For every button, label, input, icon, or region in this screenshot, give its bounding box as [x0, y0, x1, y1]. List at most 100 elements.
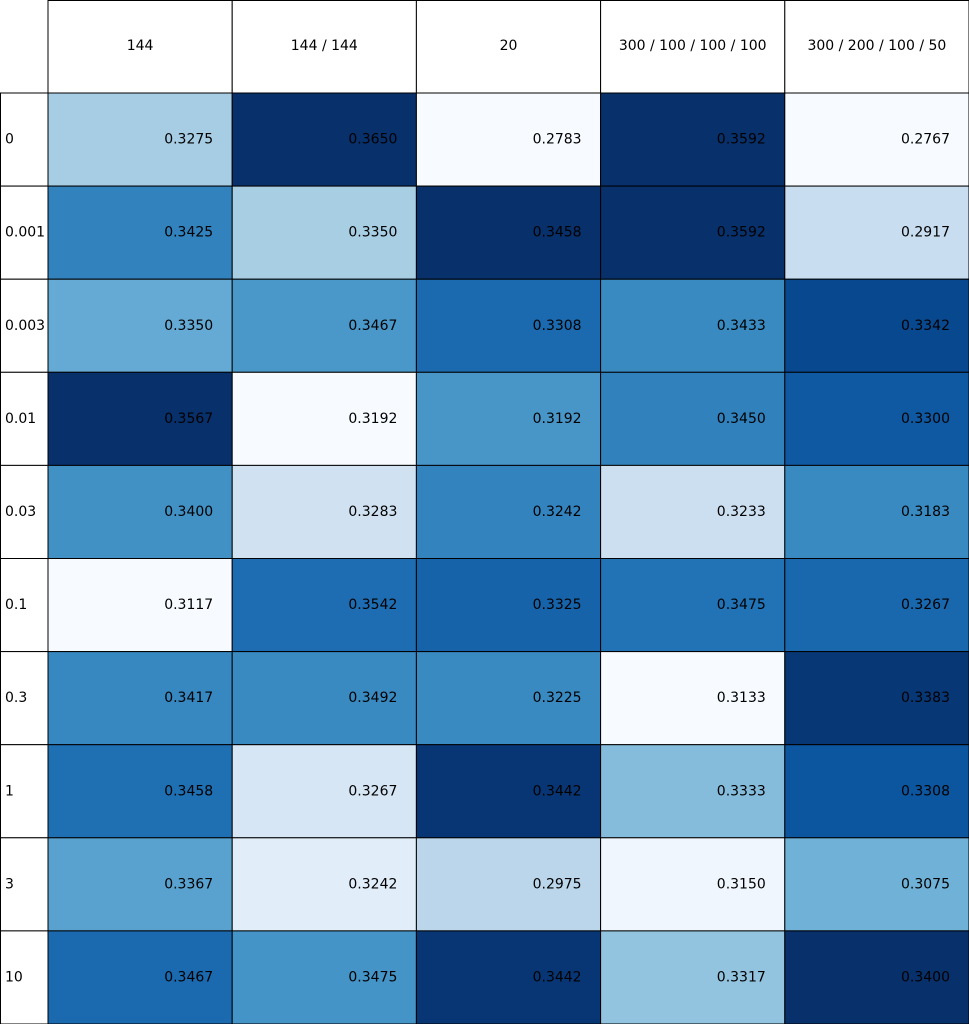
heatmap-cell [47, 558, 233, 653]
cell-value-label: 0.3242 [348, 876, 397, 892]
cell-value-label: 0.3383 [901, 690, 950, 706]
row-header-cell [0, 930, 49, 1024]
row-header-label: 0.001 [5, 225, 45, 241]
heatmap-cell [784, 464, 969, 559]
cell-value-label: 0.3592 [717, 132, 766, 148]
cell-value-label: 0.3350 [348, 225, 397, 241]
row-header-cell [0, 837, 49, 932]
row-header-label: 1 [5, 783, 14, 799]
cell-value-label: 0.3317 [717, 969, 766, 985]
cell-value-label: 0.3342 [901, 318, 950, 334]
heatmap-cell [415, 371, 602, 466]
row-header-cell [0, 744, 49, 839]
heatmap-cell [415, 651, 602, 746]
row-header-label: 0.3 [5, 690, 27, 706]
heatmap-cell [231, 185, 417, 280]
cell-value-label: 0.3075 [901, 876, 950, 892]
cell-value-label: 0.3592 [717, 225, 766, 241]
column-header-label: 144 / 144 [291, 38, 358, 54]
row-header-label: 0.03 [5, 504, 36, 520]
cell-value-label: 0.3225 [533, 690, 582, 706]
heatmap-cell [231, 837, 417, 932]
row-header-cell [0, 651, 49, 746]
heatmap-cell [231, 744, 417, 839]
column-header-cell [231, 0, 417, 94]
heatmap-cell [784, 837, 969, 932]
cell-value-label: 0.3333 [717, 783, 766, 799]
heatmap-cell [47, 930, 233, 1024]
row-header-label: 0.1 [5, 597, 27, 613]
row-header-cell [0, 92, 49, 187]
cell-value-label: 0.2767 [901, 132, 950, 148]
heatmap-cell [415, 185, 602, 280]
cell-value-label: 0.2783 [533, 132, 582, 148]
cell-value-label: 0.3425 [164, 225, 213, 241]
cell-value-label: 0.3433 [717, 318, 766, 334]
cell-value-label: 0.3400 [901, 969, 950, 985]
cell-value-label: 0.3567 [164, 411, 213, 427]
cell-value-label: 0.3458 [533, 225, 582, 241]
cell-value-label: 0.3417 [164, 690, 213, 706]
cell-value-label: 0.3183 [901, 504, 950, 520]
heatmap-cell [600, 930, 786, 1024]
cell-value-label: 0.3475 [348, 969, 397, 985]
heatmap-cell [415, 744, 602, 839]
cell-value-label: 0.3192 [533, 411, 582, 427]
heatmap-cell [784, 278, 969, 373]
heatmap-cell [231, 278, 417, 373]
cell-value-label: 0.3300 [901, 411, 950, 427]
heatmap-cell [600, 185, 786, 280]
heatmap-cell [47, 185, 233, 280]
column-header-label: 300 / 200 / 100 / 50 [807, 38, 946, 54]
row-header-cell [0, 185, 49, 280]
row-header-cell [0, 558, 49, 653]
cell-value-label: 0.3650 [348, 132, 397, 148]
cell-value-label: 0.3367 [164, 876, 213, 892]
cell-value-label: 0.3467 [164, 969, 213, 985]
row-header-label: 0 [5, 132, 14, 148]
heatmap-cell [784, 371, 969, 466]
cell-value-label: 0.3475 [717, 597, 766, 613]
heatmap-cell [784, 930, 969, 1024]
cell-value-label: 0.3133 [717, 690, 766, 706]
cell-value-label: 0.3308 [901, 783, 950, 799]
cell-value-label: 0.3458 [164, 783, 213, 799]
row-header-label: 3 [5, 876, 14, 892]
cell-value-label: 0.3467 [348, 318, 397, 334]
column-header-cell [784, 0, 969, 94]
heatmap-labels: 144 144 / 144 20 300 / 100 / 100 / 100 300 /… [5, 38, 950, 985]
column-header-label: 144 [127, 38, 154, 54]
heatmap-cell [415, 837, 602, 932]
cell-value-label: 0.3192 [348, 411, 397, 427]
cell-value-label: 0.3350 [164, 318, 213, 334]
heatmap-cell [784, 744, 969, 839]
heatmap-cell [415, 558, 602, 653]
cell-value-label: 0.3450 [717, 411, 766, 427]
heatmap-cell [231, 92, 417, 187]
cell-value-label: 0.3267 [348, 783, 397, 799]
heatmap-cell [47, 744, 233, 839]
heatmap-cell [47, 651, 233, 746]
cell-value-label: 0.2975 [533, 876, 582, 892]
cell-value-label: 0.3400 [164, 504, 213, 520]
row-header-label: 0.01 [5, 411, 36, 427]
heatmap-cell [415, 930, 602, 1024]
cell-value-label: 0.2917 [901, 225, 950, 241]
column-header-cell [600, 0, 786, 94]
column-header-cell [47, 0, 233, 94]
cell-value-label: 0.3492 [348, 690, 397, 706]
heatmap-cell [47, 837, 233, 932]
column-header-cell [415, 0, 602, 94]
heatmap-cell [600, 371, 786, 466]
cell-value-label: 0.3308 [533, 318, 582, 334]
row-header-cell [0, 278, 49, 373]
row-header-label: 0.003 [5, 318, 45, 334]
cell-value-label: 0.3442 [533, 783, 582, 799]
column-header-label: 20 [500, 38, 518, 54]
cell-value-label: 0.3325 [533, 597, 582, 613]
heatmap-cell [600, 558, 786, 653]
cell-value-label: 0.3283 [348, 504, 397, 520]
cell-value-label: 0.3233 [717, 504, 766, 520]
